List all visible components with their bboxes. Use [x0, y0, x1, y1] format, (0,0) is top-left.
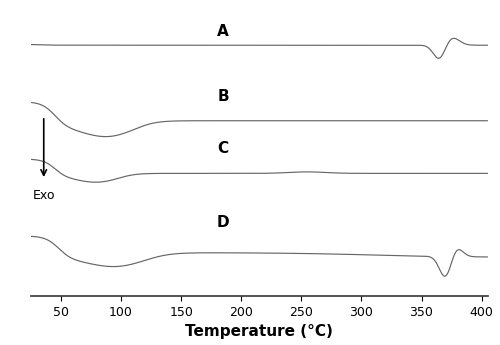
Text: Exo: Exo — [32, 189, 55, 201]
Text: A: A — [218, 24, 229, 39]
Text: D: D — [217, 215, 230, 229]
Text: C: C — [218, 140, 229, 156]
Text: B: B — [218, 89, 229, 104]
X-axis label: Temperature (°C): Temperature (°C) — [186, 324, 333, 339]
